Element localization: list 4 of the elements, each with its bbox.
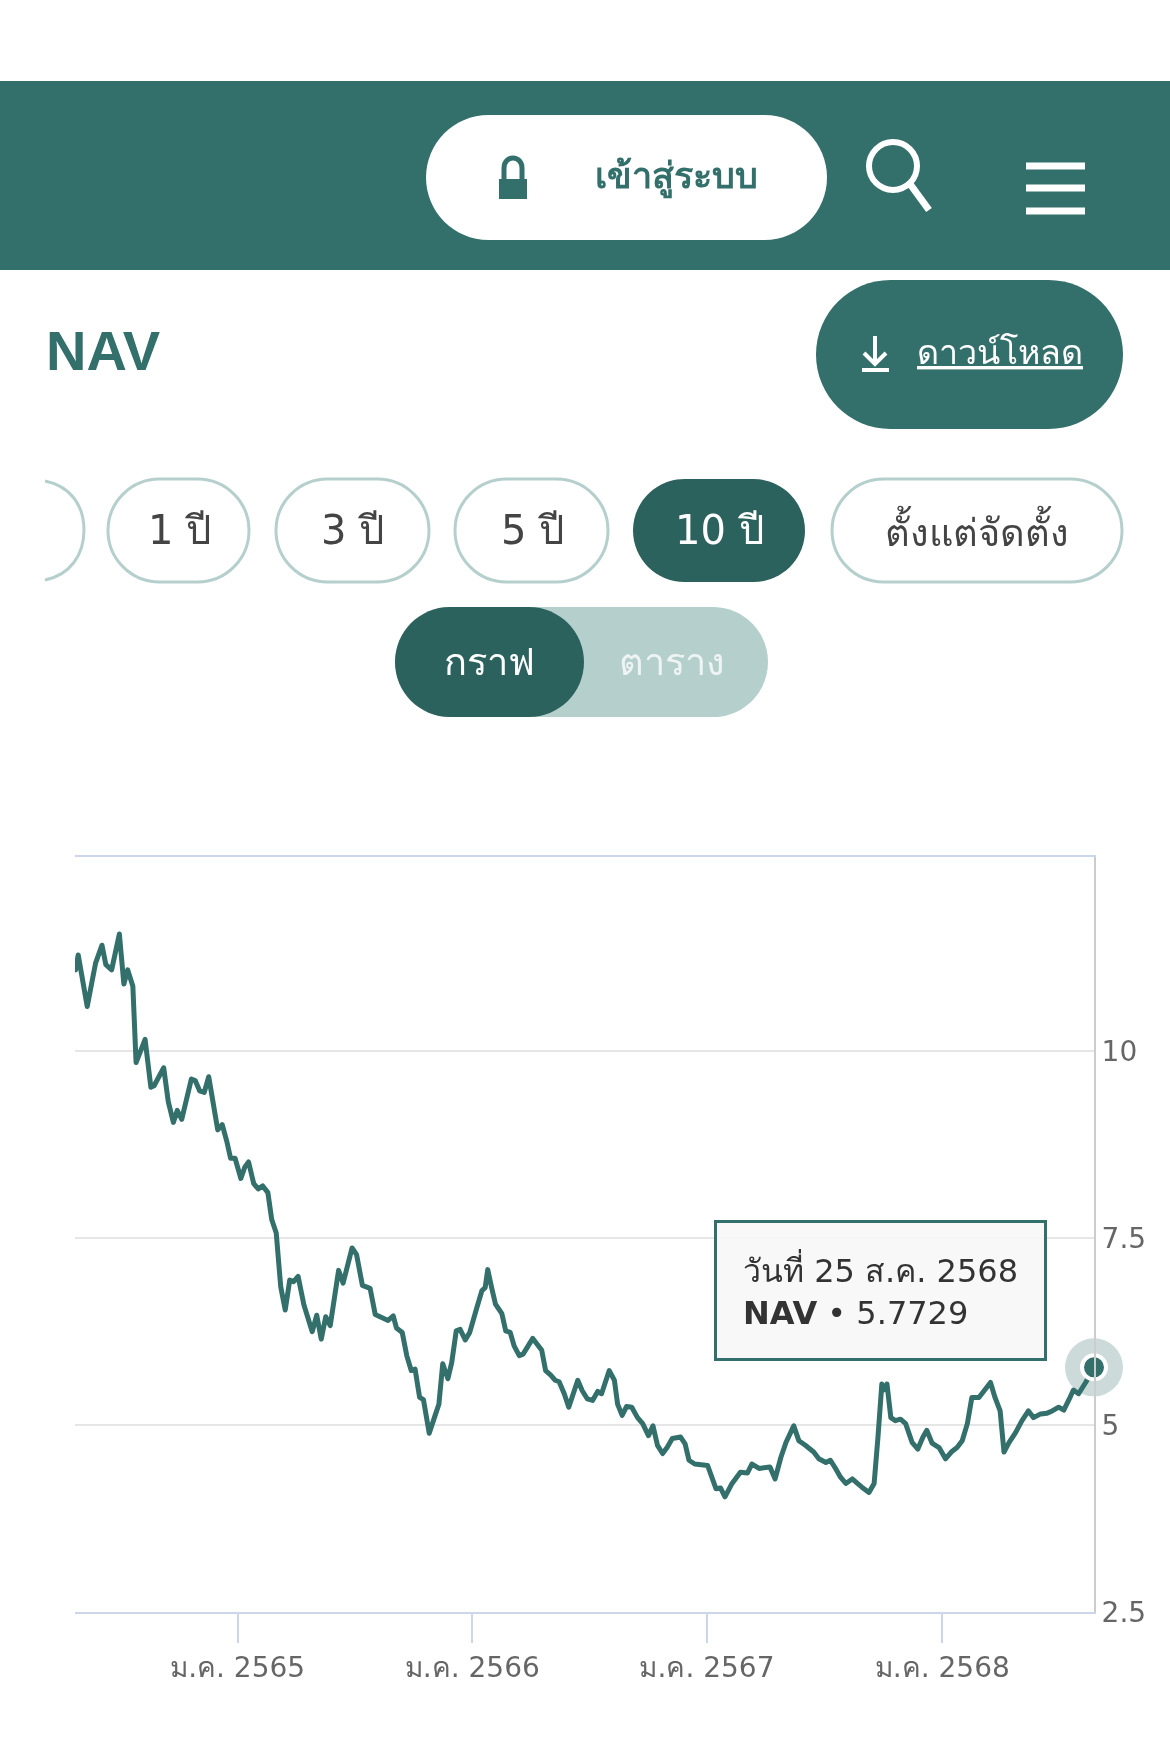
y-tick-label: 7.5 [1101,1222,1147,1256]
y-tick-label: 5 [1101,1408,1120,1442]
y-tick-label: 10 [1101,1035,1138,1069]
y-tick-label: 2.5 [1101,1595,1147,1629]
